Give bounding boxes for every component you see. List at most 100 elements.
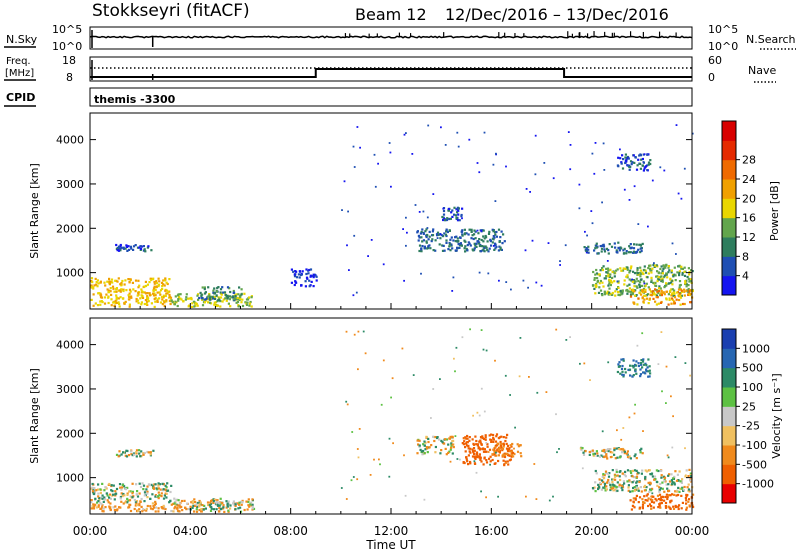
range-cell: [627, 251, 630, 254]
range-cell: [685, 506, 688, 509]
range-cell: [602, 285, 605, 288]
range-cell: [180, 499, 184, 503]
range-cell: [651, 487, 654, 490]
range-cell: [668, 297, 671, 300]
range-cell: [128, 503, 131, 506]
range-cell: [100, 296, 104, 299]
range-cell: [615, 447, 618, 450]
range-cell: [660, 289, 663, 292]
range-cell: [449, 448, 452, 451]
range-cell: [675, 253, 677, 255]
range-cell: [688, 290, 691, 293]
range-cell: [153, 297, 156, 301]
range-cell: [639, 272, 642, 275]
range-cell: [157, 497, 160, 500]
range-cell: [636, 164, 639, 167]
range-cell: [687, 267, 690, 270]
range-cell: [569, 144, 572, 146]
range-cell: [533, 463, 536, 465]
range-cell: [108, 507, 111, 510]
range-cell: [593, 172, 596, 175]
range-cell: [656, 290, 659, 293]
range-cell: [445, 218, 449, 222]
range-cell: [645, 368, 648, 371]
range-cell: [109, 290, 112, 293]
range-cell: [656, 296, 659, 299]
range-cell: [416, 439, 419, 442]
freq-unit: [MHz]: [5, 68, 34, 79]
range-cell: [210, 507, 213, 510]
range-cell: [240, 293, 243, 296]
range-cell: [642, 358, 645, 361]
range-cell: [597, 454, 599, 457]
range-cell: [683, 489, 685, 491]
range-cell: [663, 286, 666, 289]
range-cell: [144, 299, 147, 302]
range-cell: [664, 506, 668, 509]
range-cell: [157, 283, 161, 286]
range-cell: [177, 504, 180, 507]
range-cell: [126, 492, 129, 495]
range-cell: [97, 492, 100, 495]
range-cell: [674, 279, 677, 282]
range-cell: [510, 450, 513, 453]
range-cell: [418, 445, 421, 448]
range-cell: [658, 488, 661, 492]
range-cell: [450, 236, 453, 239]
range-cell: [682, 489, 685, 492]
range-cell: [680, 294, 683, 297]
colorbar-frame: [721, 120, 737, 296]
range-cell: [227, 302, 230, 305]
range-cell: [666, 276, 669, 279]
range-cell: [495, 235, 498, 238]
range-cell: [615, 486, 618, 489]
range-cell: [131, 490, 134, 493]
range-cell: [507, 453, 510, 456]
range-cell: [587, 248, 590, 251]
range-cell: [655, 480, 658, 483]
range-cell: [598, 273, 601, 276]
range-cell: [162, 300, 166, 303]
range-cell: [595, 242, 598, 245]
range-cell: [451, 215, 454, 218]
range-cell: [353, 166, 356, 168]
range-cell: [179, 293, 182, 296]
range-cell: [637, 487, 640, 490]
range-cell: [621, 364, 624, 368]
range-cell: [592, 270, 595, 274]
range-cell: [152, 486, 155, 489]
range-cell: [688, 280, 691, 283]
range-cell: [142, 508, 145, 511]
range-cell: [154, 510, 157, 513]
range-cell: [125, 455, 129, 458]
range-cell: [232, 291, 235, 294]
range-cell: [656, 270, 659, 273]
range-cell: [663, 276, 666, 279]
range-cell: [213, 498, 216, 501]
range-cell: [111, 490, 114, 493]
range-cell: [138, 508, 141, 511]
range-cell: [648, 503, 652, 506]
range-cell: [118, 302, 121, 306]
range-cell: [92, 293, 95, 296]
range-cell: [657, 276, 660, 279]
range-cell: [680, 480, 683, 483]
range-cell: [656, 275, 659, 278]
range-cell: [620, 161, 623, 164]
range-cell: [453, 206, 456, 209]
range-cell: [677, 507, 680, 511]
range-cell: [608, 278, 611, 281]
range-cell: [156, 298, 159, 301]
range-cell: [650, 472, 654, 475]
range-cell: [245, 303, 249, 306]
range-cell: [642, 280, 645, 283]
range-cell: [464, 446, 467, 449]
range-cell: [198, 508, 201, 512]
range-cell: [684, 362, 687, 364]
range-cell: [611, 469, 614, 472]
range-cell: [679, 303, 682, 306]
range-cell: [578, 207, 581, 210]
range-cell: [142, 484, 146, 487]
range-cell: [121, 483, 124, 487]
